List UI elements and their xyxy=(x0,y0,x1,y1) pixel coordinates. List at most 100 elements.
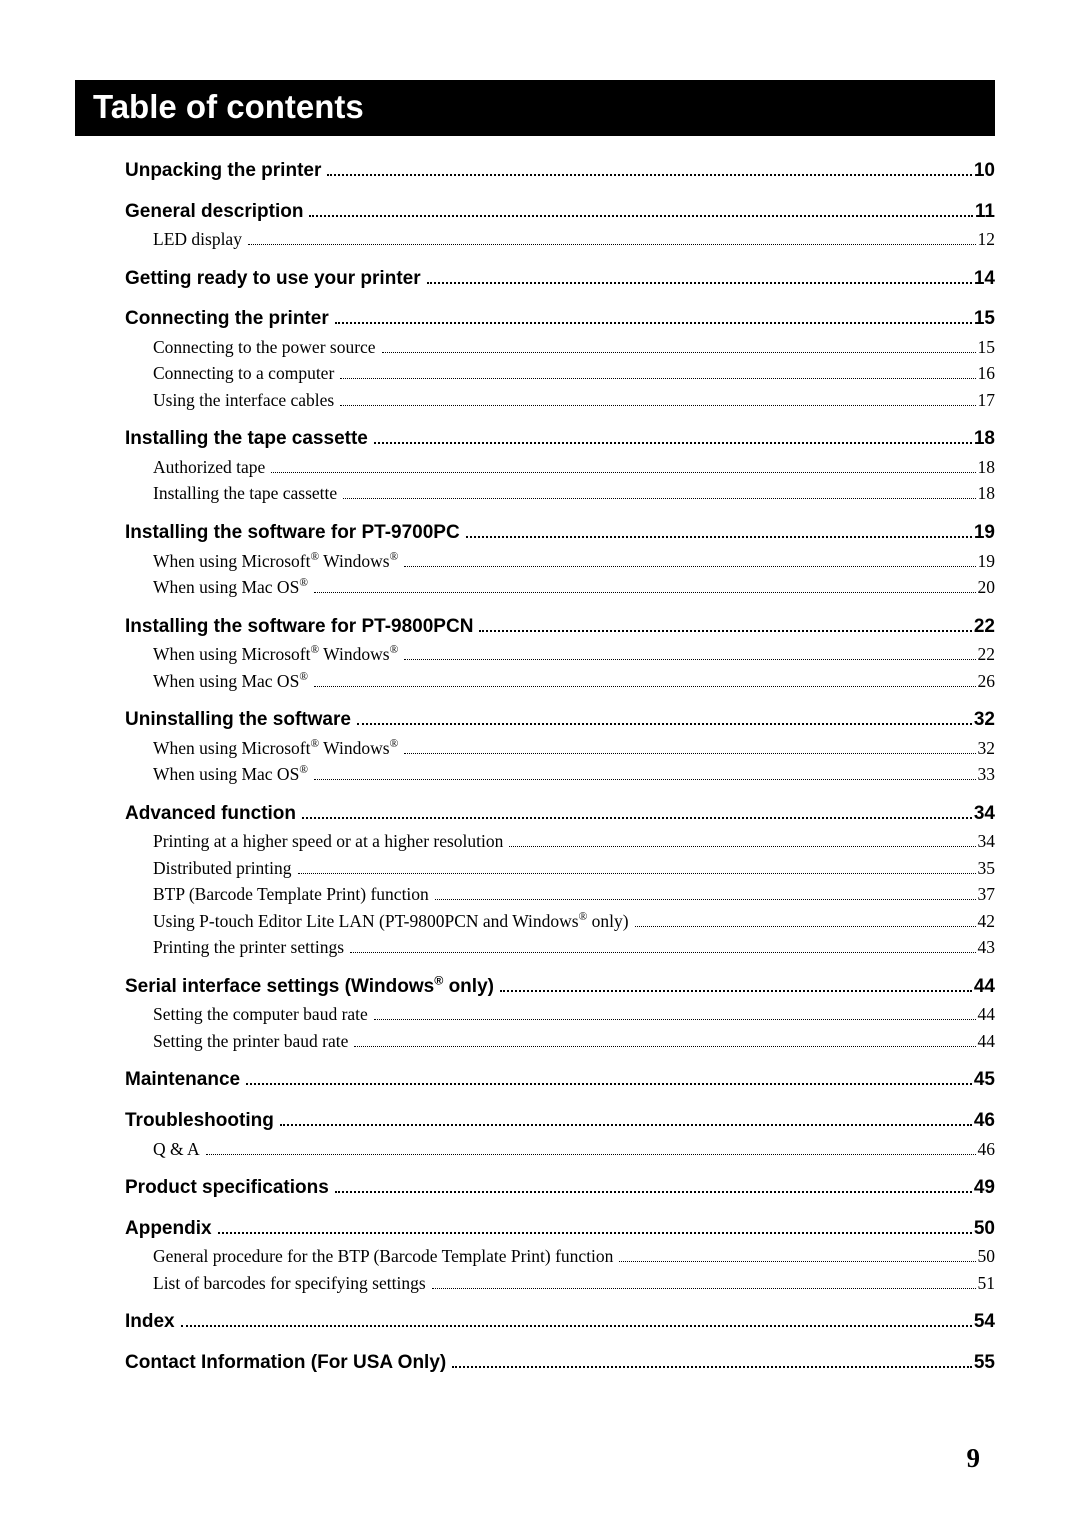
toc-subentry[interactable]: When using Mac OS®26 xyxy=(125,669,995,694)
toc-subentry[interactable]: When using Mac OS® 20 xyxy=(125,575,995,600)
toc-subentry-page: 35 xyxy=(978,856,996,881)
toc-section: Serial interface settings (Windows® only… xyxy=(125,974,995,1054)
toc-subentry[interactable]: Setting the printer baud rate44 xyxy=(125,1029,995,1054)
toc-heading-label: Appendix xyxy=(125,1216,212,1243)
toc-heading-page: 11 xyxy=(975,199,995,226)
toc-section: Installing the software for PT-9700PC19W… xyxy=(125,520,995,600)
toc-subentry-page: 16 xyxy=(978,361,996,386)
toc-heading-page: 46 xyxy=(974,1108,995,1135)
toc-heading-page: 50 xyxy=(974,1216,995,1243)
toc-subentry[interactable]: When using Microsoft® Windows®19 xyxy=(125,549,995,574)
toc-heading[interactable]: General description 11 xyxy=(125,199,995,226)
toc-subentry-label: When using Mac OS® xyxy=(153,762,308,787)
toc-subentry-label: Q & A xyxy=(153,1137,200,1162)
toc-heading[interactable]: Getting ready to use your printer14 xyxy=(125,266,995,293)
toc-heading[interactable]: Installing the software for PT-9700PC19 xyxy=(125,520,995,547)
toc-heading[interactable]: Connecting the printer15 xyxy=(125,306,995,333)
toc-heading-label: Installing the tape cassette xyxy=(125,426,368,453)
toc-heading[interactable]: Installing the tape cassette18 xyxy=(125,426,995,453)
toc-subentry-page: 17 xyxy=(978,388,996,413)
dot-leader xyxy=(248,229,976,245)
dot-leader xyxy=(479,614,971,631)
toc-heading-label: Installing the software for PT-9800PCN xyxy=(125,614,473,641)
toc-subentry-page: 12 xyxy=(978,227,996,252)
toc-subentry[interactable]: Printing the printer settings43 xyxy=(125,935,995,960)
toc-heading[interactable]: Index 54 xyxy=(125,1309,995,1336)
toc-heading[interactable]: Advanced function34 xyxy=(125,801,995,828)
toc-section: Product specifications49 xyxy=(125,1175,995,1202)
toc-subentry[interactable]: Authorized tape18 xyxy=(125,455,995,480)
toc-subentry[interactable]: Distributed printing35 xyxy=(125,856,995,881)
dot-leader xyxy=(298,858,976,874)
toc-heading-label: Product specifications xyxy=(125,1175,329,1202)
toc-subentry-page: 22 xyxy=(978,642,996,667)
toc-subentry[interactable]: When using Microsoft® Windows®22 xyxy=(125,642,995,667)
toc-section: Advanced function34Printing at a higher … xyxy=(125,801,995,960)
toc-subentry-page: 34 xyxy=(978,829,996,854)
dot-leader xyxy=(500,975,972,992)
toc-section: Contact Information (For USA Only)55 xyxy=(125,1350,995,1377)
dot-leader xyxy=(340,390,975,406)
toc-subentry-page: 18 xyxy=(978,455,996,480)
toc-heading-label: Index xyxy=(125,1309,175,1336)
toc-section: Getting ready to use your printer14 xyxy=(125,266,995,293)
toc-subentry[interactable]: Connecting to the power source15 xyxy=(125,335,995,360)
dot-leader xyxy=(374,1005,976,1021)
toc-subentry-label: When using Mac OS® xyxy=(153,575,308,600)
toc-subentry-label: Printing the printer settings xyxy=(153,935,344,960)
toc-heading[interactable]: Unpacking the printer 10 xyxy=(125,158,995,185)
toc-subentry-label: LED display xyxy=(153,227,242,252)
toc-section: Installing the software for PT-9800PCN 22… xyxy=(125,614,995,694)
toc-subentry[interactable]: Using P-touch Editor Lite LAN (PT-9800PC… xyxy=(125,909,995,934)
toc-heading[interactable]: Maintenance45 xyxy=(125,1067,995,1094)
dot-leader xyxy=(635,911,976,927)
toc-heading[interactable]: Troubleshooting46 xyxy=(125,1108,995,1135)
toc-subentry[interactable]: Connecting to a computer16 xyxy=(125,361,995,386)
toc-subentry-label: BTP (Barcode Template Print) function xyxy=(153,882,429,907)
toc-subentry[interactable]: Setting the computer baud rate44 xyxy=(125,1002,995,1027)
toc-heading-page: 10 xyxy=(974,158,995,185)
toc-heading-label: Contact Information (For USA Only) xyxy=(125,1350,446,1377)
dot-leader xyxy=(314,577,976,593)
toc-subentry[interactable]: BTP (Barcode Template Print) function37 xyxy=(125,882,995,907)
toc-section: Connecting the printer15Connecting to th… xyxy=(125,306,995,412)
toc-subentry-page: 20 xyxy=(978,575,996,600)
dot-leader xyxy=(427,267,972,284)
toc-section: Appendix 50 General procedure for the BTP … xyxy=(125,1216,995,1296)
toc-heading-label: General description xyxy=(125,199,303,226)
title-text: Table of contents xyxy=(93,88,364,125)
toc-heading-label: Unpacking the printer xyxy=(125,158,321,185)
toc-subentry[interactable]: When using Mac OS®33 xyxy=(125,762,995,787)
toc-heading[interactable]: Contact Information (For USA Only)55 xyxy=(125,1350,995,1377)
toc-subentry-label: Printing at a higher speed or at a highe… xyxy=(153,829,503,854)
dot-leader xyxy=(404,644,975,660)
toc-heading-page: 54 xyxy=(974,1309,995,1336)
toc-subentry[interactable]: General procedure for the BTP (Barcode T… xyxy=(125,1244,995,1269)
toc-subentry[interactable]: Q & A46 xyxy=(125,1137,995,1162)
dot-leader xyxy=(246,1068,972,1085)
toc-heading[interactable]: Product specifications49 xyxy=(125,1175,995,1202)
dot-leader xyxy=(327,159,972,176)
toc-subentry-page: 42 xyxy=(978,909,996,934)
toc-heading[interactable]: Uninstalling the software32 xyxy=(125,707,995,734)
toc-heading[interactable]: Serial interface settings (Windows® only… xyxy=(125,974,995,1001)
toc-subentry[interactable]: LED display 12 xyxy=(125,227,995,252)
toc-subentry[interactable]: List of barcodes for specifying settings… xyxy=(125,1271,995,1296)
dot-leader xyxy=(466,521,972,538)
toc-subentry[interactable]: Using the interface cables17 xyxy=(125,388,995,413)
toc-subentry-label: General procedure for the BTP (Barcode T… xyxy=(153,1244,613,1269)
toc-heading-page: 22 xyxy=(974,614,995,641)
toc-subentry[interactable]: When using Microsoft® Windows®32 xyxy=(125,736,995,761)
toc-heading-label: Getting ready to use your printer xyxy=(125,266,421,293)
dot-leader xyxy=(218,1217,972,1234)
toc-subentry[interactable]: Printing at a higher speed or at a highe… xyxy=(125,829,995,854)
toc-heading[interactable]: Appendix 50 xyxy=(125,1216,995,1243)
toc-section: Uninstalling the software32When using Mi… xyxy=(125,707,995,787)
toc-subentry-label: When using Microsoft® Windows® xyxy=(153,549,398,574)
dot-leader xyxy=(404,551,975,567)
toc-subentry-label: Installing the tape cassette xyxy=(153,481,337,506)
toc-subentry[interactable]: Installing the tape cassette18 xyxy=(125,481,995,506)
toc-subentry-label: Setting the printer baud rate xyxy=(153,1029,348,1054)
toc-heading[interactable]: Installing the software for PT-9800PCN 22 xyxy=(125,614,995,641)
toc-section: Index 54 xyxy=(125,1309,995,1336)
